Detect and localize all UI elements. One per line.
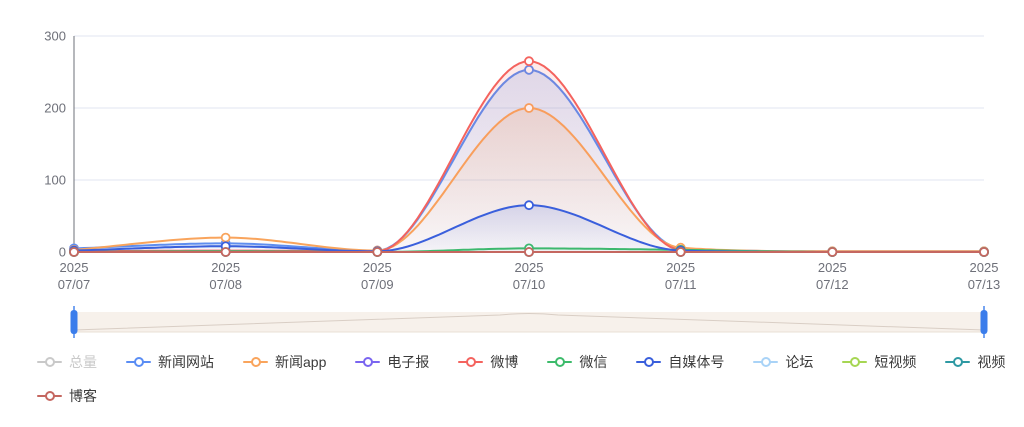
legend-ring-icon — [465, 357, 476, 367]
data-point[interactable] — [220, 232, 231, 243]
slider-preview-line — [73, 313, 985, 331]
data-point[interactable] — [827, 247, 838, 257]
legend-item[interactable]: 微博 — [458, 352, 518, 372]
slider-handle-left[interactable] — [70, 306, 78, 338]
legend-ring-icon — [44, 357, 55, 367]
legend-label: 微信 — [579, 354, 608, 370]
legend-line-circle-icon — [753, 357, 779, 367]
x-axis-label-year: 2025 — [666, 260, 695, 275]
legend-item[interactable]: 自媒体号 — [636, 352, 724, 372]
legend-label: 微博 — [490, 354, 519, 370]
series-area — [74, 205, 984, 252]
y-axis-label: 0 — [59, 245, 66, 260]
x-axis-label-date: 07/13 — [968, 277, 1001, 292]
legend-ring-icon — [643, 357, 654, 367]
slider-track[interactable] — [74, 312, 984, 332]
slider-handle-right[interactable] — [980, 306, 988, 338]
legend-row: 总量 新闻网站 新闻app 电子报 微博 微信 自媒体号 论坛 短视频 视频 — [37, 352, 1024, 372]
legend-ring-icon — [250, 357, 261, 367]
legend-label: 论坛 — [785, 354, 814, 370]
x-axis-labels: 2025 07/07 2025 07/08 2025 07/09 2025 07/10 2025… — [58, 260, 1001, 292]
legend-ring-icon — [133, 357, 144, 367]
series-area — [74, 61, 984, 253]
legend-line-circle-icon — [37, 357, 62, 367]
legend-line-circle-icon — [842, 357, 868, 367]
data-point[interactable] — [524, 56, 534, 67]
x-axis-label-date: 07/09 — [361, 277, 394, 292]
legend-item[interactable]: 新闻网站 — [126, 352, 214, 372]
legend-label: 新闻app — [275, 354, 327, 370]
legend-label: 短视频 — [874, 354, 917, 370]
data-point[interactable] — [372, 247, 383, 257]
legend-label: 视频 — [977, 354, 1006, 370]
legend-line-circle-icon — [37, 391, 62, 401]
legend-label: 总量 — [69, 354, 97, 370]
legend-ring-icon — [44, 391, 55, 401]
legend-item[interactable]: 新闻app — [243, 352, 326, 372]
line-chart: 0100200300202507/07202507/08202507/09202… — [44, 29, 1001, 293]
x-axis-label-date: 07/07 — [58, 277, 91, 292]
legend-ring-icon — [760, 357, 771, 367]
x-axis-label-year: 2025 — [211, 260, 240, 275]
x-axis-label-year: 2025 — [818, 260, 847, 275]
x-axis-label-year: 2025 — [515, 260, 544, 275]
legend-line-circle-icon — [458, 357, 484, 367]
legend-ring-icon — [952, 357, 963, 367]
data-point[interactable] — [524, 200, 534, 211]
series-10 — [69, 247, 989, 257]
legend-row: 博客 — [37, 386, 1024, 406]
legend-ring-icon — [554, 357, 565, 367]
datazoom-slider[interactable] — [0, 300, 1024, 346]
legend-item[interactable]: 论坛 — [753, 352, 813, 372]
legend-ring-icon — [849, 357, 860, 367]
x-axis-label-date: 07/08 — [209, 277, 242, 292]
data-point[interactable] — [524, 247, 534, 257]
x-axis-label-year: 2025 — [363, 260, 392, 275]
legend-item[interactable]: 博客 — [37, 386, 97, 406]
x-axis-label-year: 2025 — [60, 260, 89, 275]
x-axis-label-date: 07/11 — [665, 277, 697, 292]
legend-label: 新闻网站 — [158, 354, 214, 370]
legend-item[interactable]: 微信 — [547, 352, 607, 372]
y-axis-labels: 0 100 200 300 — [44, 29, 66, 260]
x-axis-label-date: 07/12 — [816, 277, 849, 292]
legend-item[interactable]: 总量 — [37, 352, 97, 372]
legend-label: 电子报 — [387, 354, 430, 370]
legend-line-circle-icon — [547, 357, 573, 367]
x-axis-label-date: 07/10 — [513, 277, 546, 292]
x-axis-label-year: 2025 — [970, 260, 999, 275]
legend-item[interactable]: 视频 — [945, 352, 1005, 372]
chart-legend: 总量 新闻网站 新闻app 电子报 微博 微信 自媒体号 论坛 短视频 视频博客 — [0, 346, 1024, 406]
y-axis-label: 300 — [44, 29, 66, 44]
legend-line-circle-icon — [636, 357, 662, 367]
legend-line-circle-icon — [355, 357, 381, 367]
legend-label: 自媒体号 — [668, 354, 725, 370]
data-point[interactable] — [979, 247, 989, 257]
legend-line-circle-icon — [243, 357, 268, 367]
y-axis-label: 100 — [44, 173, 66, 188]
legend-ring-icon — [362, 357, 373, 367]
legend-line-circle-icon — [126, 357, 151, 367]
data-point[interactable] — [220, 247, 231, 257]
legend-label: 博客 — [69, 388, 97, 404]
legend-line-circle-icon — [945, 357, 971, 367]
data-point[interactable] — [69, 247, 79, 257]
legend-item[interactable]: 短视频 — [842, 352, 916, 372]
y-axis-label: 200 — [44, 101, 66, 116]
data-point[interactable] — [675, 247, 686, 257]
legend-item[interactable]: 电子报 — [355, 352, 429, 372]
